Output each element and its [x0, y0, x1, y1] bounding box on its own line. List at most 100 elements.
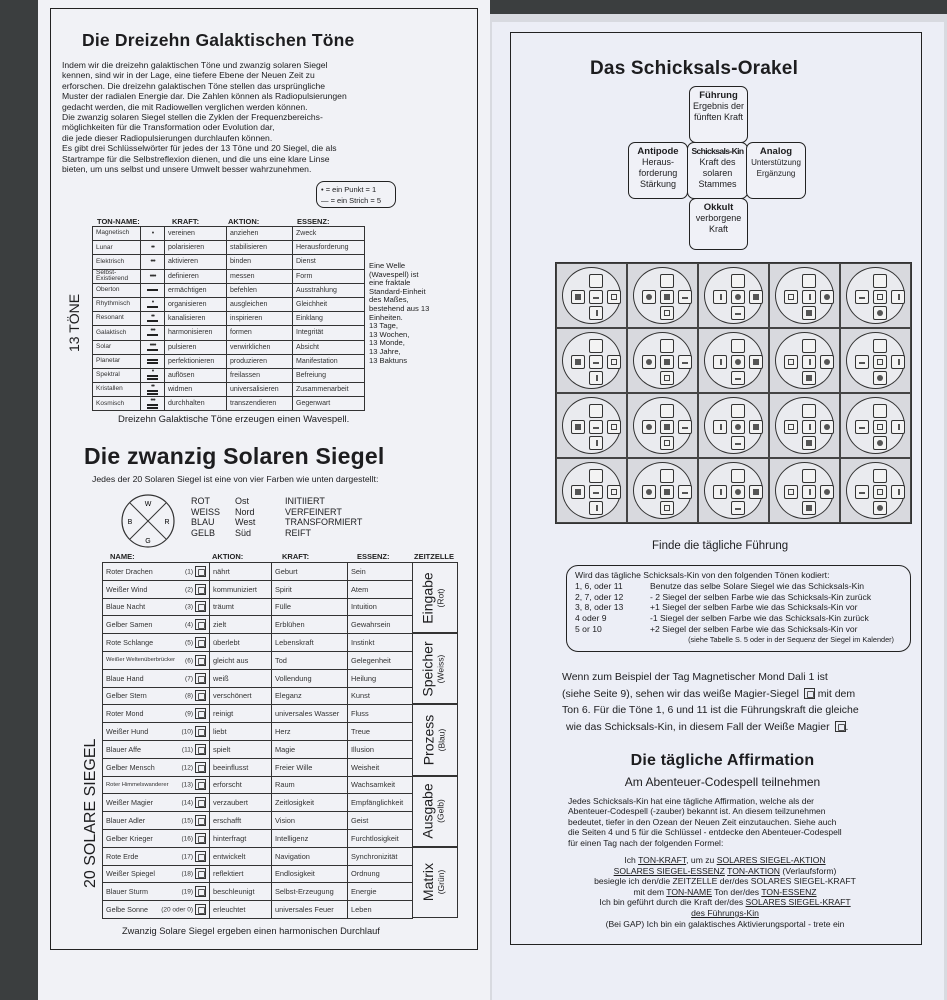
- seal-aktion: spielt: [209, 739, 272, 759]
- header-aktion: AKTION:: [212, 552, 244, 561]
- seal-aktion: erleuchtet: [209, 900, 272, 919]
- seal-name: Blauer Sturm: [106, 887, 148, 897]
- oracle-seal-grid: [555, 262, 912, 524]
- left-page-border: [50, 8, 478, 950]
- seal-kraft: Herz: [271, 722, 348, 741]
- seal-glyph-icon: [678, 290, 692, 304]
- seal-kraft: universales Wasser: [271, 704, 348, 724]
- analog-text: Unterstützung Ergänzung: [751, 158, 801, 178]
- seal-name-cell: Roter Himmelswanderer (13): [102, 775, 210, 795]
- seal-kraft: Spirit: [271, 579, 348, 599]
- oracle-circle: [562, 267, 621, 324]
- header-kraft: KRAFT:: [172, 217, 200, 226]
- formula-part: , um zu: [686, 855, 717, 865]
- seal-glyph-icon: [802, 290, 816, 304]
- seal-glyph-icon: [195, 708, 206, 720]
- seal-number: (18): [181, 870, 193, 878]
- seal-name: Roter Drachen: [106, 566, 153, 576]
- oracle-circle: [562, 332, 621, 389]
- formula-part: SOLARES SIEGEL-KRAFT: [745, 897, 851, 908]
- seal-essenz: Synchronizität: [347, 846, 413, 866]
- seal-glyph-icon: [195, 583, 206, 595]
- seal-glyph-icon: [589, 469, 603, 483]
- code-note: (siehe Tabelle S. 5 oder in der Sequenz …: [688, 634, 894, 644]
- tone-dot-bar-symbol: ••: [140, 382, 165, 398]
- wavespell-line: bestehend aus 13: [369, 303, 430, 313]
- seal-name-cell: Blaue Nacht (3): [102, 597, 210, 617]
- analog-title: Analog: [759, 146, 793, 157]
- seal-glyph-icon: [891, 290, 905, 304]
- seal-essenz: Wachsamkeit: [347, 775, 413, 795]
- seal-glyph-icon: [660, 485, 674, 499]
- tone-aktion: befehlen: [226, 282, 293, 298]
- tone-name: Kristallen: [92, 382, 141, 398]
- formula-line: des Führungs-Kin: [555, 908, 895, 919]
- seal-essenz: Sein: [347, 562, 413, 581]
- white-wizard-seal-icon: [834, 721, 846, 733]
- seal-glyph-icon: [607, 355, 621, 369]
- seal-glyph-icon: [195, 797, 206, 809]
- seal-name-cell: Weißer Hund (10): [102, 722, 210, 741]
- seal-glyph-icon: [660, 355, 674, 369]
- tone-essenz: Zusammenarbeit: [292, 382, 365, 398]
- header-zeitzelle: ZEITZELLE: [414, 552, 454, 561]
- oracle-circle: [775, 267, 834, 324]
- oracle-circle: [775, 332, 834, 389]
- header-name: NAME:: [110, 552, 135, 561]
- tone-kraft: durchhalten: [164, 396, 227, 412]
- oracle-occult-box: Okkult verborgene Kraft: [689, 198, 748, 250]
- wavespell-line: eine fraktale: [369, 278, 411, 288]
- tone-kraft: polarisieren: [164, 240, 227, 256]
- seal-glyph-icon: [731, 420, 745, 434]
- seal-glyph-icon: [873, 485, 887, 499]
- seal-glyph-icon: [873, 404, 887, 418]
- seal-glyph-icon: [873, 469, 887, 483]
- color-action: REIFT: [285, 527, 311, 538]
- seal-glyph-icon: [571, 420, 585, 434]
- seal-glyph-icon: [678, 420, 692, 434]
- zeitzelle-name: Prozess: [420, 714, 437, 766]
- tone-row: Planetar perfektionieren produzieren Manife…: [92, 353, 365, 369]
- seal-row: Blauer Adler (15) erschafft Vision Geist: [102, 811, 413, 830]
- seal-name: Blaue Hand: [106, 673, 144, 683]
- seal-row: Rote Schlange (5) überlebt Lebenskraft Insti…: [102, 633, 413, 652]
- seals-label: 20 SOLARE SIEGEL: [82, 738, 99, 888]
- compass-south: G: [145, 538, 150, 545]
- seal-name: Blauer Affe: [106, 744, 142, 754]
- seal-glyph-icon: [873, 371, 887, 385]
- seal-name-cell: Rote Schlange (5): [102, 633, 210, 652]
- tones-title: Die Dreizehn Galaktischen Töne: [82, 30, 355, 50]
- seal-kraft: Eleganz: [271, 686, 348, 706]
- seal-row: Blauer Affe (11) spielt Magie Illusion: [102, 739, 413, 759]
- seal-glyph-icon: [195, 654, 206, 666]
- seal-glyph-icon: [660, 404, 674, 418]
- seal-essenz: Illusion: [347, 739, 413, 759]
- seal-name: Weißer Wind: [106, 584, 148, 594]
- oracle-circle: [633, 332, 692, 389]
- seal-kraft: Erblühen: [271, 615, 348, 635]
- wavespell-line: Standard-Einheit: [369, 286, 426, 296]
- intro-line: gedacht werden, die mit Radiowellen verg…: [62, 101, 308, 112]
- affirmation-line: Abenteuer-Codespell (-zauber) bekannt is…: [568, 806, 826, 817]
- seal-aktion: nährt: [209, 562, 272, 581]
- oracle-cell: [769, 263, 840, 328]
- seal-row: Roter Mond (9) reinigt universales Wasser Fl…: [102, 704, 413, 724]
- oracle-circle: [704, 332, 763, 389]
- oracle-cell: [698, 393, 769, 458]
- tone-name: Rhythmisch: [92, 296, 141, 313]
- seal-essenz: Empfänglichkeit: [347, 793, 413, 813]
- seal-name-cell: Weißer Spiegel (18): [102, 864, 210, 884]
- seal-number: (17): [181, 853, 193, 861]
- tone-row: Lunar •• polarisieren stabilisieren Herausfo…: [92, 240, 365, 256]
- seal-essenz: Intuition: [347, 597, 413, 617]
- seals-title: Die zwanzig Solaren Siegel: [84, 443, 385, 469]
- bar-legend: = ein Strich = 5: [330, 196, 382, 205]
- seal-name-cell: Gelber Krieger (16): [102, 828, 210, 848]
- seal-kraft: Navigation: [271, 846, 348, 866]
- tone-row: Kosmisch ••• durchhalten transzendieren Gege…: [92, 396, 365, 412]
- tone-kraft: kanalisieren: [164, 311, 227, 327]
- seal-aktion: gleicht aus: [209, 650, 272, 670]
- seal-glyph-icon: [678, 355, 692, 369]
- oracle-circle: [846, 332, 905, 389]
- intro-line: kennen, sind wir in der Lage, eine tiefe…: [62, 70, 315, 81]
